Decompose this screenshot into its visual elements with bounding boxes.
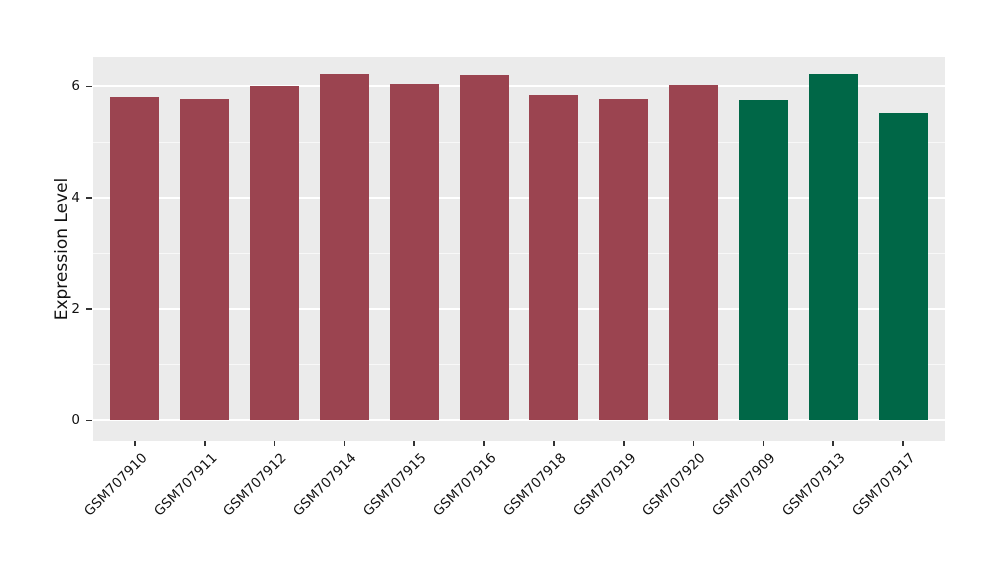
bar <box>319 74 369 421</box>
x-tick-mark <box>413 441 416 446</box>
gridline-major <box>93 196 945 199</box>
bar <box>669 84 719 421</box>
x-tick-mark <box>762 441 765 446</box>
bar <box>180 98 230 421</box>
y-tick-label: 0 <box>71 412 80 429</box>
gridlines-layer <box>93 57 945 441</box>
gridline-minor <box>93 141 945 143</box>
x-tick-label-text: GSM707914 <box>290 450 360 520</box>
y-tick-label: 6 <box>71 78 80 95</box>
gridline-minor <box>93 252 945 254</box>
bar <box>529 94 579 421</box>
x-tick-mark <box>902 441 904 446</box>
gridline-minor <box>93 364 945 366</box>
gridline-major <box>93 85 945 88</box>
x-tick-label-text: GSM707916 <box>429 450 500 520</box>
x-tick-label-text: GSM707909 <box>709 450 779 520</box>
y-tick-label: 2 <box>71 301 80 318</box>
gridline-major <box>93 308 945 311</box>
x-tick-mark <box>553 441 555 446</box>
bar <box>808 74 858 421</box>
x-tick-label-text: GSM707918 <box>499 450 570 520</box>
y-tick-mark <box>86 419 92 422</box>
gridline-major <box>93 419 945 422</box>
x-tick-label-text: GSM707917 <box>848 450 919 520</box>
x-tick-label-text: GSM707913 <box>779 450 849 520</box>
bar <box>878 112 928 421</box>
x-tick-label-text: GSM707912 <box>220 450 290 520</box>
bar <box>389 83 439 421</box>
x-tick-label-text: GSM707911 <box>150 450 221 520</box>
y-tick-mark <box>86 308 92 310</box>
bar <box>110 96 160 421</box>
y-tick-mark <box>86 85 92 88</box>
bar <box>599 99 649 421</box>
bar <box>738 100 788 421</box>
bar <box>250 86 299 421</box>
x-tick-mark <box>692 441 695 446</box>
x-tick-mark <box>134 441 136 446</box>
x-tick-label-text: GSM707920 <box>639 450 709 520</box>
bars-layer <box>93 57 945 441</box>
x-tick-mark <box>483 441 485 446</box>
y-tick-label: 4 <box>71 189 80 206</box>
y-tick-mark <box>86 197 92 199</box>
x-tick-mark <box>203 441 206 446</box>
x-tick-mark <box>343 441 346 446</box>
x-tick-label-text: GSM707910 <box>80 450 151 520</box>
bar <box>459 74 509 421</box>
x-tick-label-text: GSM707915 <box>360 450 430 520</box>
x-tick-mark <box>273 441 276 446</box>
x-tick-mark <box>832 441 835 446</box>
x-tick-label-text: GSM707919 <box>569 450 640 520</box>
plot-panel <box>93 57 945 441</box>
x-tick-mark <box>622 441 625 446</box>
